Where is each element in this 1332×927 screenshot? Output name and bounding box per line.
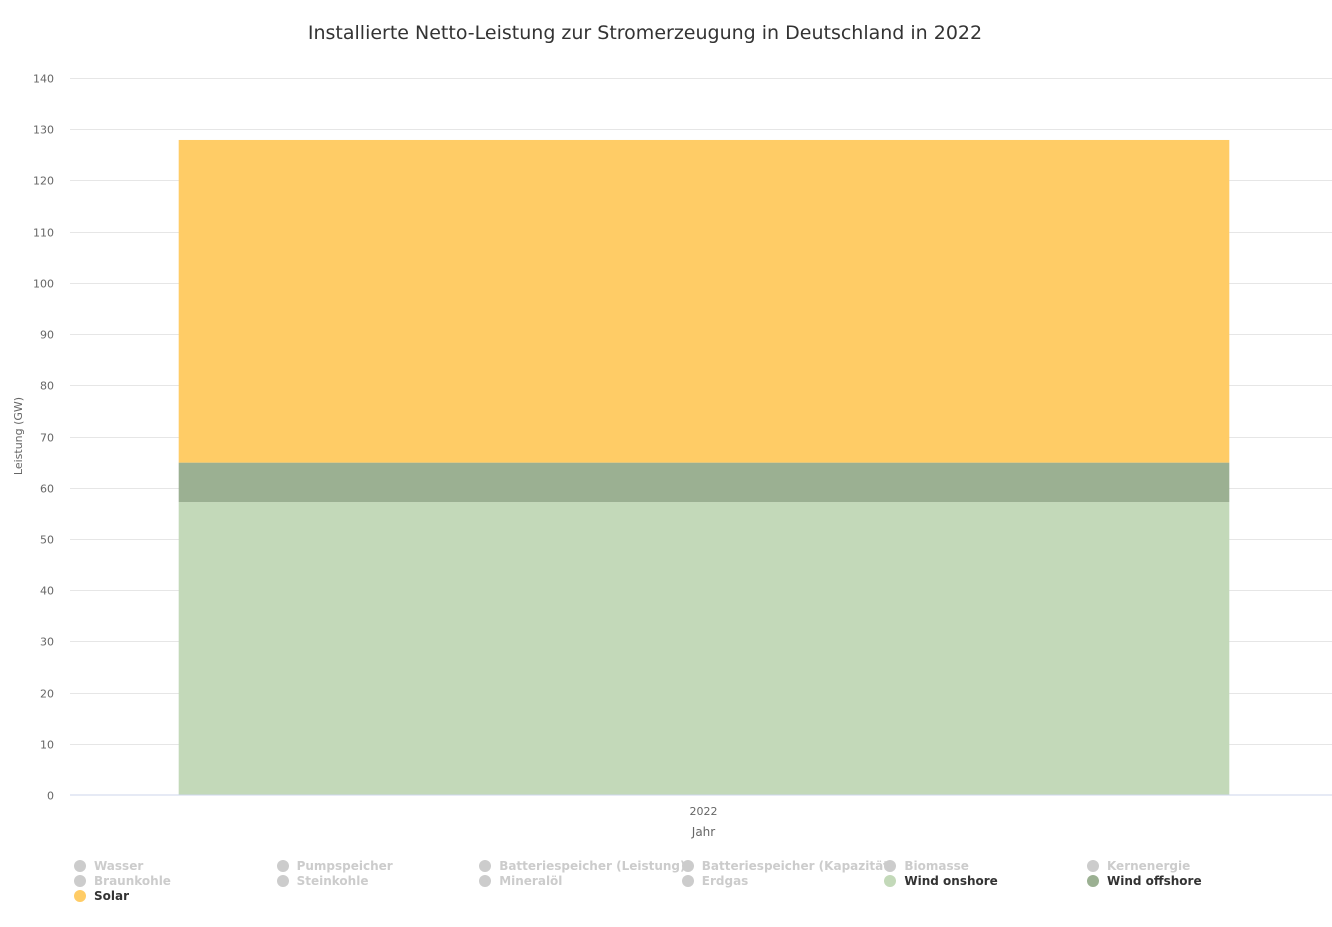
y-tick-label: 10	[40, 739, 54, 752]
legend-item-braunkohle[interactable]: Braunkohle	[74, 874, 277, 888]
legend-label: Mineralöl	[499, 874, 563, 888]
legend-marker	[681, 875, 694, 887]
legend-label: Erdgas	[701, 874, 749, 888]
bar-segment-wind-onshore[interactable]	[178, 502, 1230, 795]
y-tick-label: 100	[33, 278, 54, 291]
legend-label: Steinkohle	[296, 874, 369, 888]
y-tick-label: 110	[33, 227, 54, 240]
legend-marker	[479, 875, 492, 887]
legend: Wasser Pumpspeicher Batteriespeicher (Leis…	[74, 859, 1314, 903]
legend-marker	[276, 875, 289, 887]
legend-marker	[74, 875, 86, 887]
legend-item-biomasse[interactable]: Biomasse	[884, 859, 1087, 873]
chart-title: Installierte Netto-Leistung zur Stromerz…	[308, 22, 982, 44]
x-axis-title: Jahr	[691, 825, 715, 839]
y-tick-label: 40	[40, 585, 54, 598]
y-tick-label: 20	[40, 688, 54, 701]
y-axis-title: Leistung (GW)	[12, 397, 25, 475]
legend-label: Wasser	[94, 859, 144, 873]
y-axis-ticks: 0 10 20 30 40 50 60 70 80 90 100 110 120 130 140	[33, 73, 54, 803]
bar-segment-solar[interactable]	[178, 139, 1230, 463]
legend-marker	[681, 860, 694, 872]
legend-marker	[74, 860, 86, 872]
y-tick-label: 120	[33, 175, 54, 188]
legend-marker	[1086, 860, 1099, 872]
y-tick-label: 140	[33, 73, 54, 86]
legend-item-wind-onshore[interactable]: Wind onshore	[884, 874, 1087, 888]
legend-label: Wind onshore	[904, 874, 998, 888]
legend-item-steinkohle[interactable]: Steinkohle	[276, 874, 480, 888]
y-tick-label: 0	[47, 790, 54, 803]
bar-segment-wind-offshore[interactable]	[178, 462, 1230, 503]
legend-item-solar[interactable]: Solar	[74, 889, 277, 903]
y-tick-label: 70	[40, 432, 54, 445]
legend-marker	[884, 860, 897, 872]
legend-label: Kernenergie	[1106, 859, 1191, 873]
x-axis-ticks: 2022	[690, 805, 718, 818]
y-tick-label: 60	[40, 483, 54, 496]
legend-item-wasser[interactable]: Wasser	[74, 859, 277, 873]
legend-item-batteriespeicher-leistung[interactable]: Batteriespeicher (Leistung)	[479, 859, 686, 873]
y-tick-label: 30	[40, 636, 54, 649]
legend-label: Solar	[94, 889, 130, 903]
y-tick-label: 50	[40, 534, 54, 547]
bar-stack	[178, 139, 1230, 795]
y-tick-label: 80	[40, 380, 54, 393]
y-tick-label: 90	[40, 329, 54, 342]
legend-marker	[884, 875, 897, 887]
legend-label: Pumpspeicher	[296, 859, 393, 873]
y-tick-label: 130	[33, 124, 54, 137]
legend-label: Wind offshore	[1106, 874, 1202, 888]
legend-item-kernenergie[interactable]: Kernenergie	[1086, 859, 1290, 873]
legend-label: Braunkohle	[94, 874, 171, 888]
legend-label: Biomasse	[904, 859, 969, 873]
legend-marker	[276, 860, 289, 872]
legend-item-mineral-l[interactable]: Mineralöl	[479, 874, 682, 888]
legend-item-erdgas[interactable]: Erdgas	[681, 874, 885, 888]
legend-item-wind-offshore[interactable]: Wind offshore	[1086, 874, 1290, 888]
legend-item-pumpspeicher[interactable]: Pumpspeicher	[276, 859, 480, 873]
legend-label: Batteriespeicher (Kapazität)	[701, 859, 895, 873]
x-tick-label: 2022	[690, 805, 718, 818]
legend-marker	[74, 890, 86, 902]
legend-label: Batteriespeicher (Leistung)	[499, 859, 686, 873]
legend-marker	[1086, 875, 1099, 887]
legend-item-batteriespeicher-kapazit-t[interactable]: Batteriespeicher (Kapazität)	[681, 859, 894, 873]
legend-marker	[479, 860, 492, 872]
